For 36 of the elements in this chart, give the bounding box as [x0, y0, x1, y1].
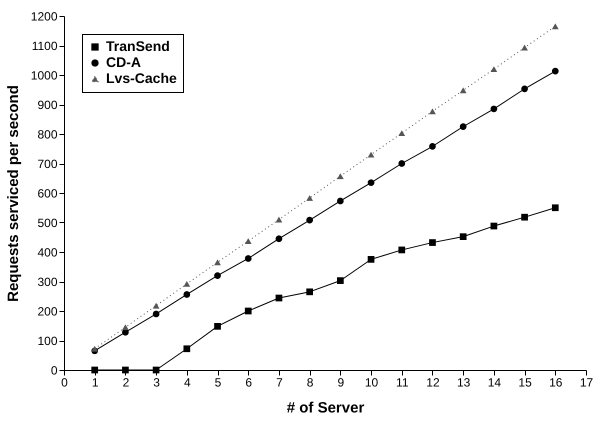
y-tick-label: 0 [50, 364, 58, 378]
x-tick-label: 0 [61, 376, 68, 390]
y-tick-label: 500 [37, 216, 58, 230]
y-tick-label: 300 [37, 275, 58, 289]
x-axis-title: # of Server [286, 400, 364, 416]
x-tick-label: 9 [338, 376, 345, 390]
legend-label: Lvs-Cache [106, 70, 178, 86]
x-tick-label: 5 [214, 376, 222, 390]
x-tick-label: 13 [456, 376, 471, 390]
legend-label: CD-A [106, 54, 141, 70]
y-tick-label: 100 [37, 334, 58, 348]
x-tick-label: 16 [549, 376, 563, 390]
y-tick-label: 700 [37, 157, 58, 171]
x-tick-label: 7 [276, 376, 284, 390]
y-tick-label: 900 [37, 98, 58, 112]
y-tick-label: 1100 [32, 39, 58, 53]
x-tick-label: 11 [396, 376, 409, 390]
x-tick-label: 1 [92, 376, 99, 390]
x-tick-label: 17 [580, 376, 594, 390]
x-tick-label: 2 [122, 376, 130, 390]
y-tick-label: 800 [37, 128, 58, 142]
y-tick-label: 1000 [30, 68, 58, 82]
x-tick-label: 10 [364, 376, 379, 390]
y-tick-label: 200 [37, 304, 58, 318]
legend-label: TranSend [106, 38, 170, 54]
x-tick-label: 12 [426, 376, 440, 390]
x-tick-label: 4 [184, 376, 191, 390]
y-axis-title: Requests serviced per second [4, 85, 22, 302]
y-tick-label: 600 [37, 186, 58, 200]
x-tick-label: 8 [306, 376, 314, 390]
x-tick-label: 14 [488, 376, 502, 390]
y-tick-label: 400 [37, 246, 58, 260]
y-tick-label: 1200 [30, 10, 58, 24]
x-tick-label: 3 [153, 376, 160, 390]
x-tick-label: 15 [518, 376, 532, 390]
x-tick-label: 6 [245, 376, 252, 390]
